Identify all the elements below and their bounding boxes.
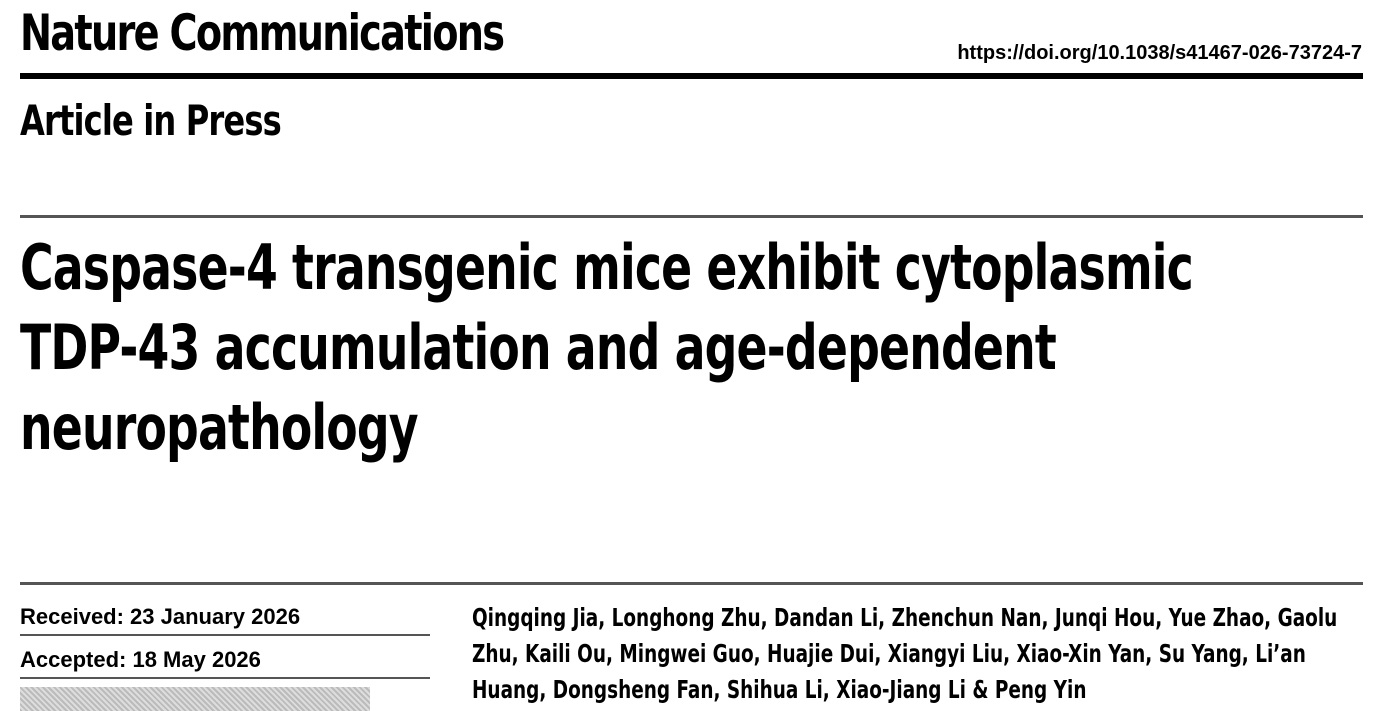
rule xyxy=(20,215,1363,218)
accepted-date: Accepted: 18 May 2026 xyxy=(20,647,261,672)
authors: Qingqing Jia, Longhong Zhu, Dandan Li, Z… xyxy=(472,603,1338,704)
rule xyxy=(20,73,1363,79)
doi: https://doi.org/10.1038/s41467-026-73724… xyxy=(957,42,1362,64)
status: Article in Press xyxy=(20,96,282,145)
rule xyxy=(20,634,430,636)
rule xyxy=(20,677,430,679)
journal-name: Nature Communications xyxy=(20,4,505,62)
received-date: Received: 23 January 2026 xyxy=(20,604,301,629)
rule xyxy=(20,582,1363,585)
article-title: Caspase-4 transgenic mice exhibit cytopl… xyxy=(20,231,1194,464)
redacted-block xyxy=(20,687,370,711)
